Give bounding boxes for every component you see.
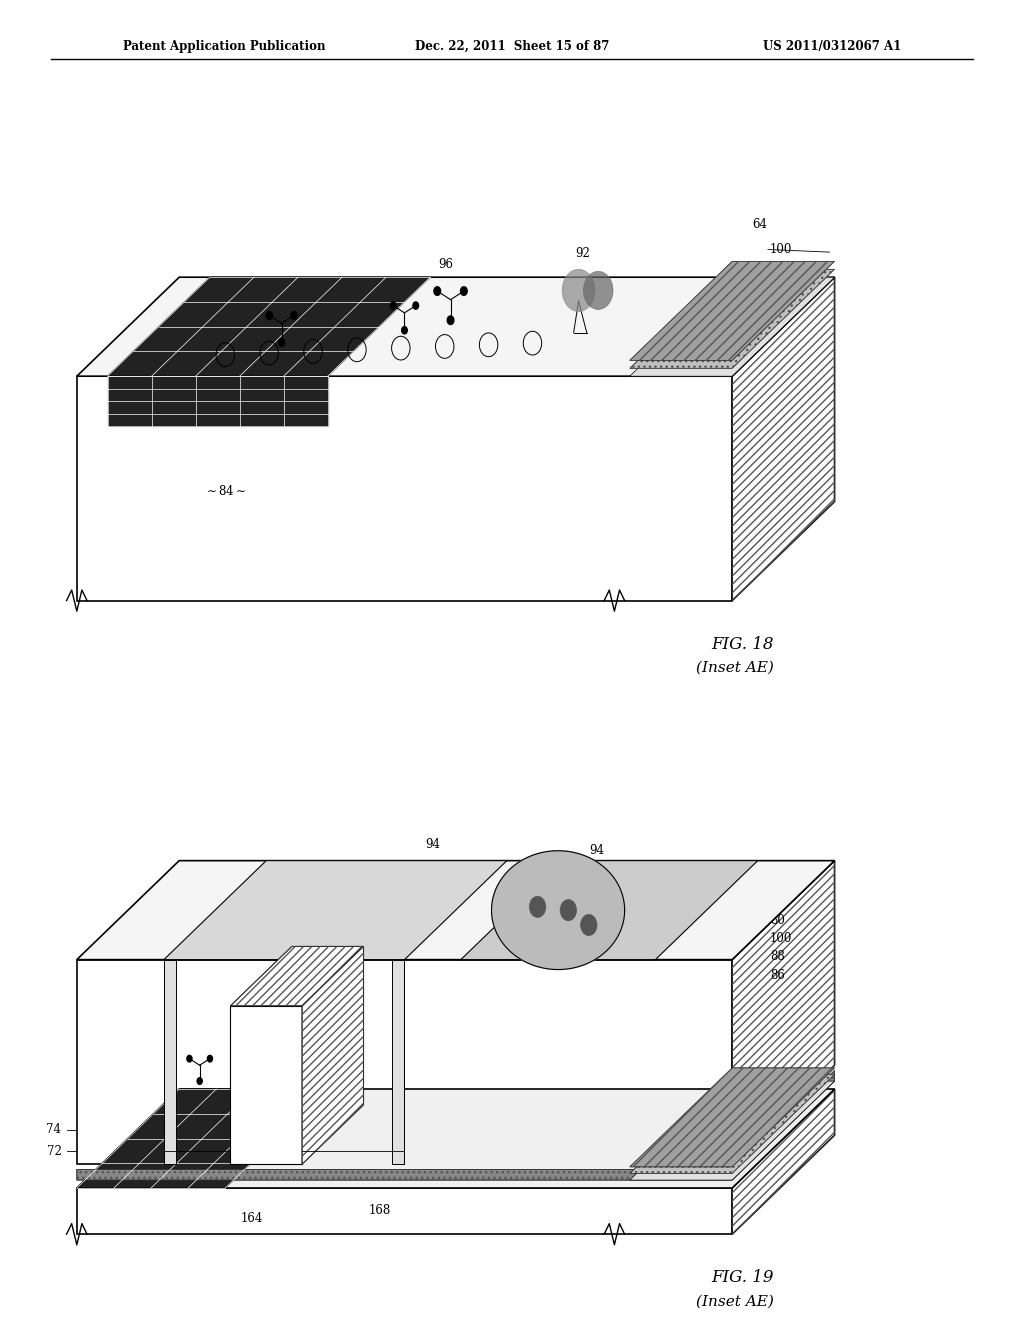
- Text: 94: 94: [589, 843, 604, 857]
- Polygon shape: [77, 861, 835, 960]
- Circle shape: [562, 269, 595, 312]
- Text: $\sim$84$\sim$: $\sim$84$\sim$: [168, 1177, 211, 1191]
- Circle shape: [461, 286, 467, 296]
- Polygon shape: [461, 861, 758, 960]
- Polygon shape: [164, 861, 507, 960]
- Polygon shape: [630, 1081, 835, 1180]
- Polygon shape: [77, 1089, 835, 1188]
- Polygon shape: [630, 1074, 835, 1173]
- Text: 168: 168: [319, 314, 342, 327]
- Circle shape: [390, 302, 396, 309]
- Polygon shape: [108, 376, 328, 426]
- Polygon shape: [630, 1068, 835, 1167]
- Text: 72: 72: [46, 1144, 61, 1158]
- Circle shape: [581, 915, 597, 936]
- Polygon shape: [492, 851, 625, 969]
- Text: 88: 88: [770, 261, 784, 275]
- Text: 88: 88: [770, 950, 784, 964]
- Circle shape: [413, 302, 419, 309]
- Text: 74: 74: [46, 1123, 61, 1137]
- Circle shape: [401, 326, 408, 334]
- Text: (Inset AE): (Inset AE): [696, 661, 774, 675]
- Circle shape: [197, 1077, 203, 1085]
- Polygon shape: [630, 261, 835, 360]
- Text: 100: 100: [770, 932, 793, 945]
- Text: 164: 164: [241, 1212, 263, 1225]
- Circle shape: [434, 286, 440, 296]
- Text: $\sim$84$\sim$: $\sim$84$\sim$: [204, 484, 247, 498]
- Polygon shape: [108, 277, 430, 376]
- Text: US 2011/0312067 A1: US 2011/0312067 A1: [763, 40, 901, 53]
- Text: 92: 92: [645, 861, 660, 874]
- Text: 198: 198: [258, 289, 281, 302]
- Circle shape: [266, 312, 272, 319]
- Polygon shape: [230, 946, 364, 1006]
- Polygon shape: [302, 946, 364, 1164]
- Polygon shape: [77, 277, 835, 376]
- Polygon shape: [732, 1089, 835, 1234]
- Circle shape: [560, 900, 577, 921]
- Polygon shape: [77, 960, 732, 1164]
- Polygon shape: [77, 1071, 835, 1180]
- Polygon shape: [732, 277, 835, 601]
- Polygon shape: [630, 269, 835, 368]
- Text: 86: 86: [770, 280, 785, 293]
- Text: 164: 164: [176, 383, 199, 396]
- Polygon shape: [164, 960, 176, 1164]
- Polygon shape: [732, 861, 835, 1164]
- Text: 100: 100: [770, 243, 793, 256]
- Text: 92: 92: [575, 247, 591, 260]
- Circle shape: [584, 272, 613, 309]
- Circle shape: [207, 1055, 213, 1061]
- Text: 94: 94: [425, 838, 440, 851]
- Text: 86: 86: [770, 969, 785, 982]
- Text: (Inset AE): (Inset AE): [696, 1295, 774, 1308]
- Text: FIG. 18: FIG. 18: [712, 636, 774, 652]
- Text: 96: 96: [471, 874, 486, 887]
- Circle shape: [291, 312, 297, 319]
- Circle shape: [279, 338, 285, 346]
- Text: 96: 96: [438, 257, 454, 271]
- Polygon shape: [392, 960, 404, 1164]
- Circle shape: [186, 1055, 193, 1061]
- Text: 64: 64: [753, 218, 768, 231]
- Polygon shape: [630, 277, 835, 376]
- Text: 80: 80: [770, 913, 785, 927]
- Polygon shape: [77, 376, 732, 601]
- Text: FIG. 19: FIG. 19: [712, 1270, 774, 1286]
- Text: Patent Application Publication: Patent Application Publication: [123, 40, 326, 53]
- Text: Dec. 22, 2011  Sheet 15 of 87: Dec. 22, 2011 Sheet 15 of 87: [415, 40, 609, 53]
- Text: 168: 168: [369, 1204, 391, 1217]
- Polygon shape: [230, 1006, 302, 1164]
- Circle shape: [447, 315, 454, 325]
- Polygon shape: [77, 1188, 732, 1234]
- Polygon shape: [77, 1089, 328, 1188]
- Circle shape: [529, 896, 546, 917]
